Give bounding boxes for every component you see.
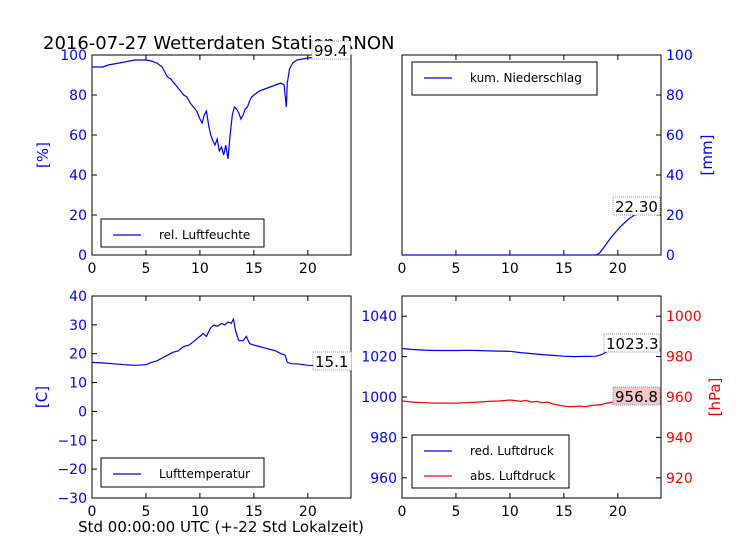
temperature-y-tick-label: 40 — [69, 289, 87, 305]
precipitation-y-axis-label: [mm] — [698, 135, 716, 176]
pressure-x-tick-label: 15 — [555, 504, 573, 520]
temperature-y-tick-label: −30 — [57, 491, 87, 507]
pressure-last-value-box — [603, 333, 661, 353]
humidity-legend-label: rel. Luftfeuchte — [159, 228, 250, 242]
humidity-y-axis-label: [%] — [34, 142, 52, 168]
precipitation-last-value-box — [612, 196, 661, 216]
temperature-x-tick-label: 20 — [299, 504, 317, 520]
precipitation-y-tick-label: 80 — [666, 88, 684, 104]
figure-title: 2016-07-27 Wetterdaten Station RNON — [43, 33, 394, 54]
temperature-plot-frame — [91, 295, 352, 499]
temperature-series-line — [91, 317, 352, 369]
temperature-x-tick-label: 15 — [245, 504, 263, 520]
temperature-x-tick-label: 10 — [191, 504, 209, 520]
temperature-last-value-label: 15.1 — [312, 351, 352, 371]
humidity-legend: rel. Luftfeuchte — [100, 218, 265, 248]
pressure-y-axis-label: [hPa] — [706, 378, 724, 417]
precipitation-y-tick-label: 20 — [666, 208, 684, 224]
precipitation-x-tick-label: 10 — [501, 261, 519, 277]
precipitation-series-line — [402, 209, 662, 256]
pressure-x-tick-label: 0 — [398, 504, 407, 520]
temperature-legend-box — [100, 457, 265, 488]
humidity-series-line — [92, 55, 352, 160]
humidity-y-tick-label: 100 — [60, 48, 87, 64]
temperature-y-tick-label: 30 — [69, 318, 87, 334]
humidity-x-tick-label: 15 — [245, 261, 263, 277]
temperature-x-tick-label: 0 — [88, 504, 97, 520]
temperature-y-tick-label: 0 — [78, 404, 87, 420]
humidity-y-tick-label: 60 — [69, 128, 87, 144]
humidity-x-tick-label: 20 — [299, 261, 317, 277]
pressure-last-value-box — [612, 386, 661, 406]
humidity-last-value-box — [311, 40, 351, 60]
temperature-legend-label: Lufttemperatur — [159, 467, 250, 481]
temperature-y-tick-label: −20 — [57, 462, 87, 478]
precipitation-last-value-text: 22.30 — [615, 198, 658, 216]
precipitation-legend-label: kum. Niederschlag — [470, 71, 582, 85]
humidity-plot-frame — [91, 54, 352, 256]
pressure-y-tick-label: 1040 — [361, 309, 397, 325]
precipitation-x-tick-label: 15 — [555, 261, 573, 277]
pressure-legend-label: abs. Luftdruck — [470, 469, 555, 483]
pressure-x-tick-label: 5 — [451, 504, 460, 520]
humidity-last-value-text: 99.4 — [314, 42, 347, 60]
humidity-last-value-label: 99.4 — [311, 40, 351, 60]
precipitation-x-tick-label: 5 — [451, 261, 460, 277]
temperature-x-tick-label: 5 — [141, 504, 150, 520]
pressure-series-line — [401, 399, 661, 408]
temperature-y-tick-label: 20 — [69, 347, 87, 363]
pressure-y-tick-label: 940 — [666, 430, 693, 446]
humidity-x-tick-label: 0 — [88, 261, 97, 277]
pressure-y-tick-label: 1000 — [666, 309, 702, 325]
pressure-last-value-label: 956.8 — [612, 386, 661, 406]
precipitation-x-tick-label: 20 — [609, 261, 627, 277]
temperature-y-tick-label: 10 — [69, 376, 87, 392]
humidity-legend-box — [100, 218, 265, 248]
pressure-y-tick-label: 960 — [370, 471, 397, 487]
temperature-last-value-box — [312, 351, 352, 371]
precipitation-x-tick-label: 0 — [398, 261, 407, 277]
humidity-x-tick-label: 5 — [141, 261, 150, 277]
precipitation-y-tick-label: 100 — [666, 48, 693, 64]
pressure-x-tick-label: 10 — [501, 504, 519, 520]
pressure-legend-box — [411, 434, 570, 489]
precipitation-last-value-label: 22.30 — [612, 196, 661, 216]
pressure-y-tick-label: 1000 — [361, 390, 397, 406]
precipitation-y-tick-label: 0 — [666, 248, 675, 264]
pressure-y-tick-label: 980 — [666, 350, 693, 366]
pressure-y-tick-label: 980 — [370, 430, 397, 446]
temperature-y-axis-label: [C] — [33, 386, 51, 408]
pressure-last-value-label: 1023.3 — [603, 333, 661, 353]
precipitation-y-tick-label: 60 — [666, 128, 684, 144]
pressure-last-value-text: 956.8 — [615, 388, 658, 406]
pressure-legend: red. Luftdruck abs. Luftdruck — [411, 434, 570, 489]
pressure-legend-label: red. Luftdruck — [470, 444, 554, 458]
temperature-legend: Lufttemperatur — [100, 457, 265, 488]
humidity-y-tick-label: 40 — [69, 168, 87, 184]
humidity-y-tick-label: 0 — [78, 248, 87, 264]
temperature-y-tick-label: −10 — [57, 433, 87, 449]
temperature-last-value-text: 15.1 — [315, 353, 348, 371]
pressure-y-tick-label: 920 — [666, 471, 693, 487]
pressure-y-tick-label: 960 — [666, 390, 693, 406]
precipitation-y-tick-label: 40 — [666, 168, 684, 184]
pressure-last-value-text: 1023.3 — [606, 335, 659, 353]
humidity-y-tick-label: 20 — [69, 208, 87, 224]
humidity-x-tick-label: 10 — [191, 261, 209, 277]
humidity-y-tick-label: 80 — [69, 88, 87, 104]
x-axis-label: Std 00:00:00 UTC (+-22 Std Lokalzeit) — [78, 518, 364, 536]
pressure-y-tick-label: 1020 — [361, 350, 397, 366]
pressure-x-tick-label: 20 — [609, 504, 627, 520]
precipitation-legend: kum. Niederschlag — [411, 61, 598, 96]
